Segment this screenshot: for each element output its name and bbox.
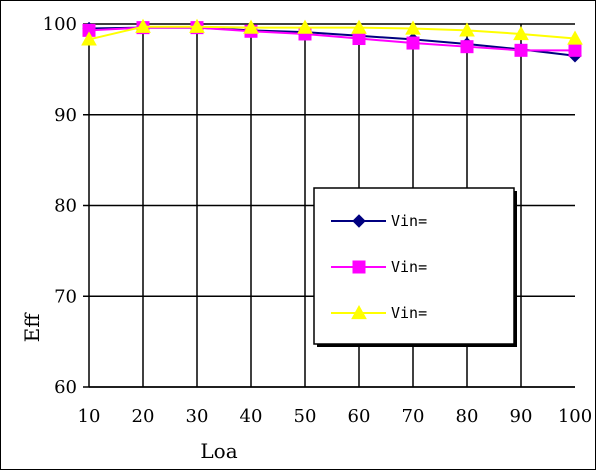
legend-item-1: Vin= (331, 212, 427, 230)
series-line (88, 25, 576, 41)
x-tick-label: 10 (78, 406, 101, 427)
data-point (405, 20, 421, 35)
series-3 (81, 18, 583, 46)
data-point (567, 30, 583, 45)
legend-item-3: Vin= (331, 304, 427, 322)
legend-item-2: Vin= (331, 258, 427, 276)
data-point (243, 19, 259, 34)
y-tick-label: 70 (54, 286, 77, 307)
y-tick-label: 100 (43, 14, 77, 35)
data-point (81, 31, 97, 46)
legend-marker (351, 304, 367, 320)
data-point (459, 22, 475, 37)
legend-label: Vin= (391, 258, 427, 276)
x-tick-label: 30 (186, 406, 209, 427)
data-point (189, 18, 205, 33)
x-tick-label: 40 (240, 406, 263, 427)
legend-label: Vin= (391, 304, 427, 322)
data-point (135, 18, 151, 33)
x-tick-label: 100 (558, 406, 592, 427)
x-axis-title: Loa (200, 439, 237, 463)
x-tick-label: 80 (456, 406, 479, 427)
tick-labels: 10 20 30 40 50 60 70 80 90 100 60 70 80 90 100 (43, 14, 593, 427)
data-point (351, 19, 367, 34)
data-point (352, 32, 366, 46)
x-tick-label: 50 (294, 406, 317, 427)
x-tick-label: 90 (510, 406, 533, 427)
x-tick-label: 70 (402, 406, 425, 427)
legend-marker (352, 260, 366, 274)
legend: Vin= Vin= Vin= (313, 187, 517, 347)
data-point (513, 25, 529, 41)
y-tick-label: 80 (54, 196, 77, 217)
x-tick-label: 20 (132, 406, 155, 427)
data-point (297, 19, 313, 34)
y-tick-label: 90 (54, 105, 77, 126)
y-axis-title: Eff (20, 312, 44, 343)
legend-label: Vin= (391, 212, 427, 230)
data-point (406, 36, 420, 50)
x-tick-label: 60 (348, 406, 371, 427)
data-point (568, 43, 582, 57)
y-tick-label: 60 (54, 377, 77, 398)
data-point (460, 40, 474, 54)
series-layer (81, 18, 583, 63)
legend-marker (352, 214, 366, 228)
data-point (514, 43, 528, 57)
